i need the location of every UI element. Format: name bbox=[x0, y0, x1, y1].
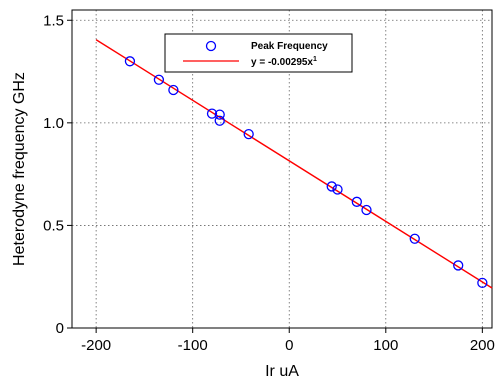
x-tick-label: 100 bbox=[373, 337, 398, 354]
data-point bbox=[214, 115, 225, 126]
x-tick-label: 200 bbox=[470, 337, 495, 354]
y-tick-label: 0 bbox=[56, 320, 64, 337]
legend-entry-peak-frequency: Peak Frequency bbox=[251, 41, 328, 52]
axis-ticks bbox=[67, 19, 483, 333]
data-point bbox=[168, 84, 179, 96]
data-point bbox=[361, 204, 372, 216]
x-tick-label: 0 bbox=[285, 337, 293, 354]
legend: Peak Frequency y = -0.00295x1 bbox=[164, 33, 353, 73]
y-tick-label: 1.0 bbox=[43, 115, 64, 132]
data-point bbox=[453, 260, 464, 271]
x-tick-label: -100 bbox=[178, 337, 208, 354]
data-point bbox=[326, 181, 337, 192]
peak-frequency-series bbox=[124, 56, 488, 289]
fit-series bbox=[95, 39, 493, 289]
data-point bbox=[243, 128, 254, 140]
legend-marker-circle bbox=[205, 40, 217, 52]
y-tick-label: 0.5 bbox=[43, 217, 64, 234]
legend-fit-exponent: 1 bbox=[313, 56, 317, 63]
y-axis-label: Heterodyne frequency GHz bbox=[11, 72, 28, 266]
y-axis-tick-labels: 0 0.5 1.0 1.5 bbox=[43, 12, 64, 337]
data-point bbox=[124, 56, 136, 67]
data-point bbox=[214, 109, 225, 120]
x-axis-tick-labels: -200 -100 0 100 200 bbox=[81, 337, 495, 354]
legend-fit-equation: y = -0.00295x bbox=[251, 57, 313, 68]
data-point bbox=[206, 108, 218, 119]
plot-area-frame bbox=[71, 9, 493, 329]
x-axis-label: Ir uA bbox=[265, 363, 299, 380]
data-point bbox=[477, 277, 488, 289]
x-tick-label: -200 bbox=[81, 337, 111, 354]
y-tick-label: 1.5 bbox=[43, 12, 64, 29]
data-point bbox=[332, 184, 343, 195]
data-point bbox=[409, 233, 420, 244]
data-point bbox=[153, 74, 165, 85]
legend-box bbox=[164, 33, 353, 73]
legend-entry-fit: y = -0.00295x1 bbox=[251, 56, 317, 68]
fit-line bbox=[95, 39, 493, 289]
data-point bbox=[351, 196, 362, 207]
